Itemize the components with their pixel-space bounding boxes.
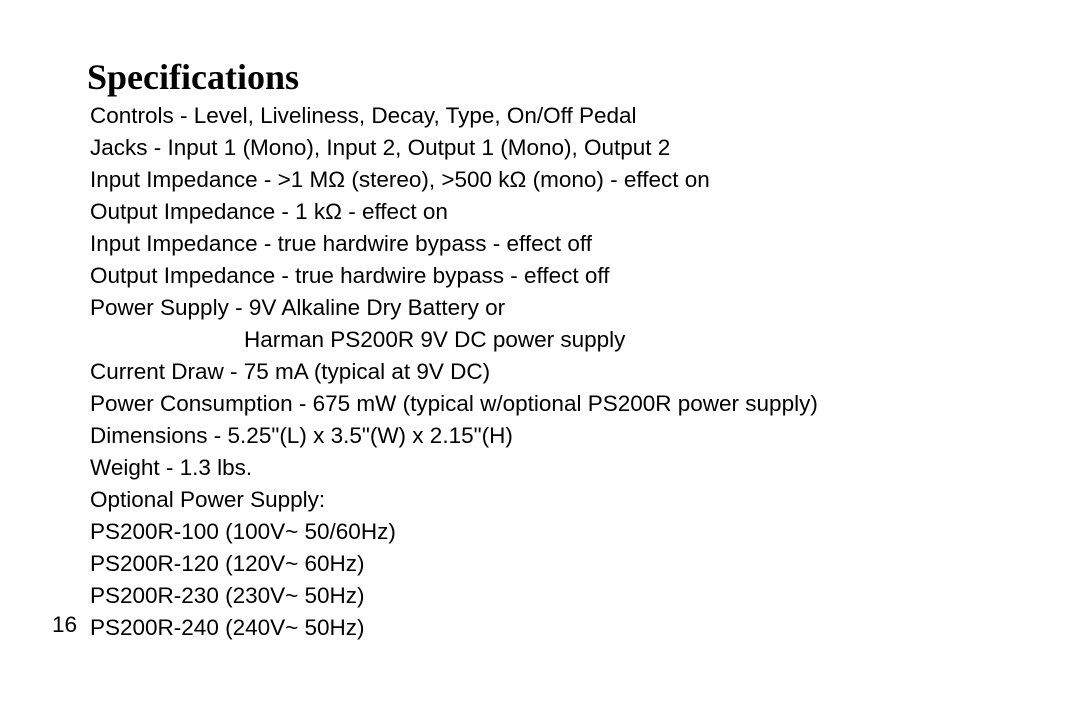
spec-line-power-supply-cont: Harman PS200R 9V DC power supply — [90, 324, 818, 356]
spec-line-ps200r-120: PS200R-120 (120V~ 60Hz) — [90, 548, 818, 580]
page-number: 16 — [52, 612, 77, 638]
manual-page: Specifications Controls - Level, Livelin… — [0, 0, 1080, 702]
spec-line-output-impedance-on: Output Impedance - 1 kΩ - effect on — [90, 196, 818, 228]
spec-line-dimensions: Dimensions - 5.25"(L) x 3.5"(W) x 2.15"(… — [90, 420, 818, 452]
spec-line-ps200r-230: PS200R-230 (230V~ 50Hz) — [90, 580, 818, 612]
spec-line-input-impedance-on: Input Impedance - >1 MΩ (stereo), >500 k… — [90, 164, 818, 196]
spec-line-jacks: Jacks - Input 1 (Mono), Input 2, Output … — [90, 132, 818, 164]
section-heading: Specifications — [87, 56, 299, 98]
spec-line-weight: Weight - 1.3 lbs. — [90, 452, 818, 484]
spec-line-ps200r-100: PS200R-100 (100V~ 50/60Hz) — [90, 516, 818, 548]
spec-line-power-consumption: Power Consumption - 675 mW (typical w/op… — [90, 388, 818, 420]
spec-line-power-supply: Power Supply - 9V Alkaline Dry Battery o… — [90, 292, 818, 324]
spec-line-current-draw: Current Draw - 75 mA (typical at 9V DC) — [90, 356, 818, 388]
spec-line-optional-ps-heading: Optional Power Supply: — [90, 484, 818, 516]
specifications-body: Controls - Level, Liveliness, Decay, Typ… — [90, 100, 818, 644]
spec-line-input-impedance-off: Input Impedance - true hardwire bypass -… — [90, 228, 818, 260]
spec-line-ps200r-240: PS200R-240 (240V~ 50Hz) — [90, 612, 818, 644]
spec-line-output-impedance-off: Output Impedance - true hardwire bypass … — [90, 260, 818, 292]
spec-line-controls: Controls - Level, Liveliness, Decay, Typ… — [90, 100, 818, 132]
